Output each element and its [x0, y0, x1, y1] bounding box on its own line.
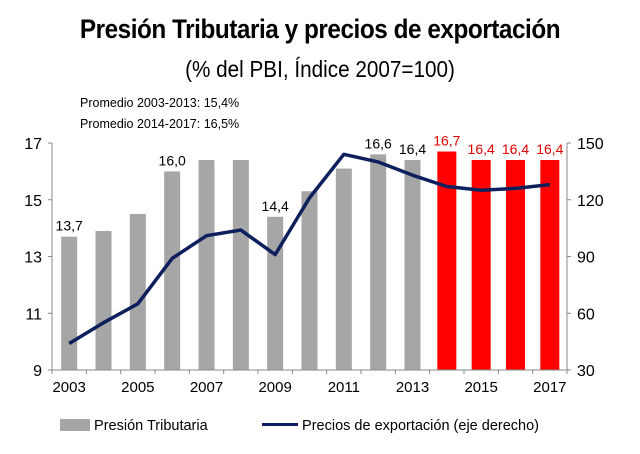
legend-swatch-line: [262, 423, 298, 426]
bar-2015: [471, 160, 491, 370]
x-tick-label: 2003: [52, 379, 85, 396]
y-left-tick-label: 11: [25, 306, 42, 323]
bar-2006: [164, 171, 181, 370]
note-average-2014-2017: Promedio 2014-2017: 16,5%: [80, 117, 240, 131]
y-left-tick-label: 13: [24, 250, 42, 267]
bar-2013: [404, 160, 421, 370]
bar-2010: [301, 191, 318, 370]
bar-2011: [335, 168, 352, 370]
bar-2009: [267, 216, 284, 370]
bar-label-2015: 16,4: [468, 141, 495, 157]
y-right-tick-label: 60: [577, 306, 595, 323]
x-tick-label: 2017: [533, 379, 566, 396]
bar-label-2017: 16,4: [536, 141, 563, 157]
y-right-tick-label: 90: [577, 250, 595, 267]
bar-label-2014: 16,7: [433, 133, 460, 149]
bar-2004: [95, 230, 112, 370]
bar-label-2006: 16,0: [159, 152, 186, 168]
note-average-2003-2013: Promedio 2003-2013: 15,4%: [80, 96, 240, 110]
y-right-tick-label: 150: [577, 136, 604, 153]
x-tick-label: 2007: [190, 379, 223, 396]
bar-2007: [198, 160, 215, 370]
chart-subtitle: (% del PBI, Índice 2007=100): [185, 56, 455, 82]
bar-label-2016: 16,4: [502, 141, 529, 157]
bar-2005: [129, 213, 146, 370]
x-tick-label: 2013: [396, 379, 429, 396]
x-tick-label: 2005: [121, 379, 154, 396]
y-right-tick-label: 30: [577, 363, 595, 380]
x-tick-label: 2015: [464, 379, 497, 396]
bar-2008: [232, 160, 249, 370]
bar-2014: [437, 151, 457, 370]
legend-swatch-bars: [60, 419, 90, 431]
y-right-tick-label: 120: [577, 193, 604, 210]
bar-label-2012: 16,6: [365, 135, 392, 151]
bar-2016: [506, 160, 525, 370]
x-tick-label: 2011: [328, 379, 360, 396]
bar-label-2013: 16,4: [399, 141, 426, 157]
x-tick-label: 2009: [258, 379, 291, 396]
bar-label-2003: 13,7: [56, 218, 83, 234]
chart-title: Presión Tributaria y precios de exportac…: [79, 14, 561, 44]
legend-item-line: Precios de exportación (eje derecho): [262, 418, 539, 434]
y-left-tick-label: 9: [33, 363, 42, 380]
y-left-tick-label: 17: [24, 136, 42, 153]
bar-2017: [540, 160, 560, 370]
legend-label-bars: Presión Tributaria: [94, 418, 208, 434]
legend-item-bars: Presión Tributaria: [60, 418, 208, 434]
bar-2003: [61, 236, 78, 370]
y-left-tick-label: 15: [24, 193, 42, 210]
bar-2012: [370, 154, 387, 370]
bar-label-2009: 14,4: [262, 198, 289, 214]
legend-label-line: Precios de exportación (eje derecho): [302, 418, 539, 434]
